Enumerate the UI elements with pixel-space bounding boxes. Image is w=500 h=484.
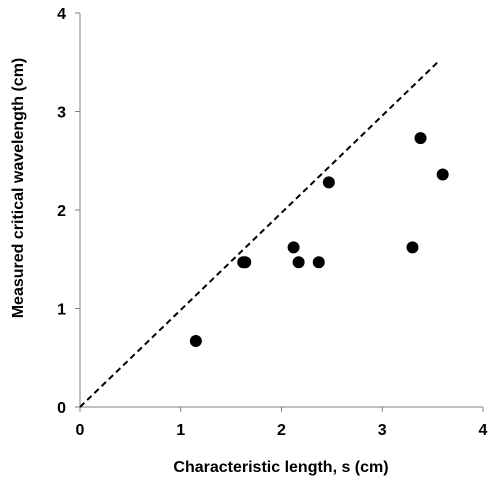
data-point — [322, 176, 335, 189]
y-ticks: 0 1 2 3 4 — [57, 6, 80, 417]
data-points — [189, 132, 449, 348]
y-tick-label: 0 — [57, 400, 66, 417]
data-point — [312, 256, 325, 269]
data-point — [406, 241, 419, 254]
x-tick-label: 4 — [479, 422, 488, 439]
data-point — [189, 335, 202, 348]
y-axis-title: Measured critical wavelength (cm) — [10, 58, 27, 319]
y-tick-label: 3 — [57, 105, 66, 122]
data-point — [287, 241, 300, 254]
x-tick-label: 3 — [378, 422, 387, 439]
reference-line — [79, 61, 439, 408]
x-tick-label: 2 — [277, 422, 286, 439]
x-tick-label: 0 — [76, 422, 85, 439]
data-point — [239, 256, 252, 269]
x-tick-label: 1 — [176, 422, 185, 439]
y-tick-label: 4 — [57, 6, 66, 23]
data-point — [414, 132, 427, 145]
y-tick-label: 2 — [57, 203, 66, 220]
y-tick-label: 1 — [57, 302, 66, 319]
x-ticks: 0 1 2 3 4 — [76, 407, 488, 439]
data-point — [292, 256, 305, 269]
x-axis-title: Characteristic length, s (cm) — [173, 459, 388, 476]
data-point — [436, 168, 449, 181]
